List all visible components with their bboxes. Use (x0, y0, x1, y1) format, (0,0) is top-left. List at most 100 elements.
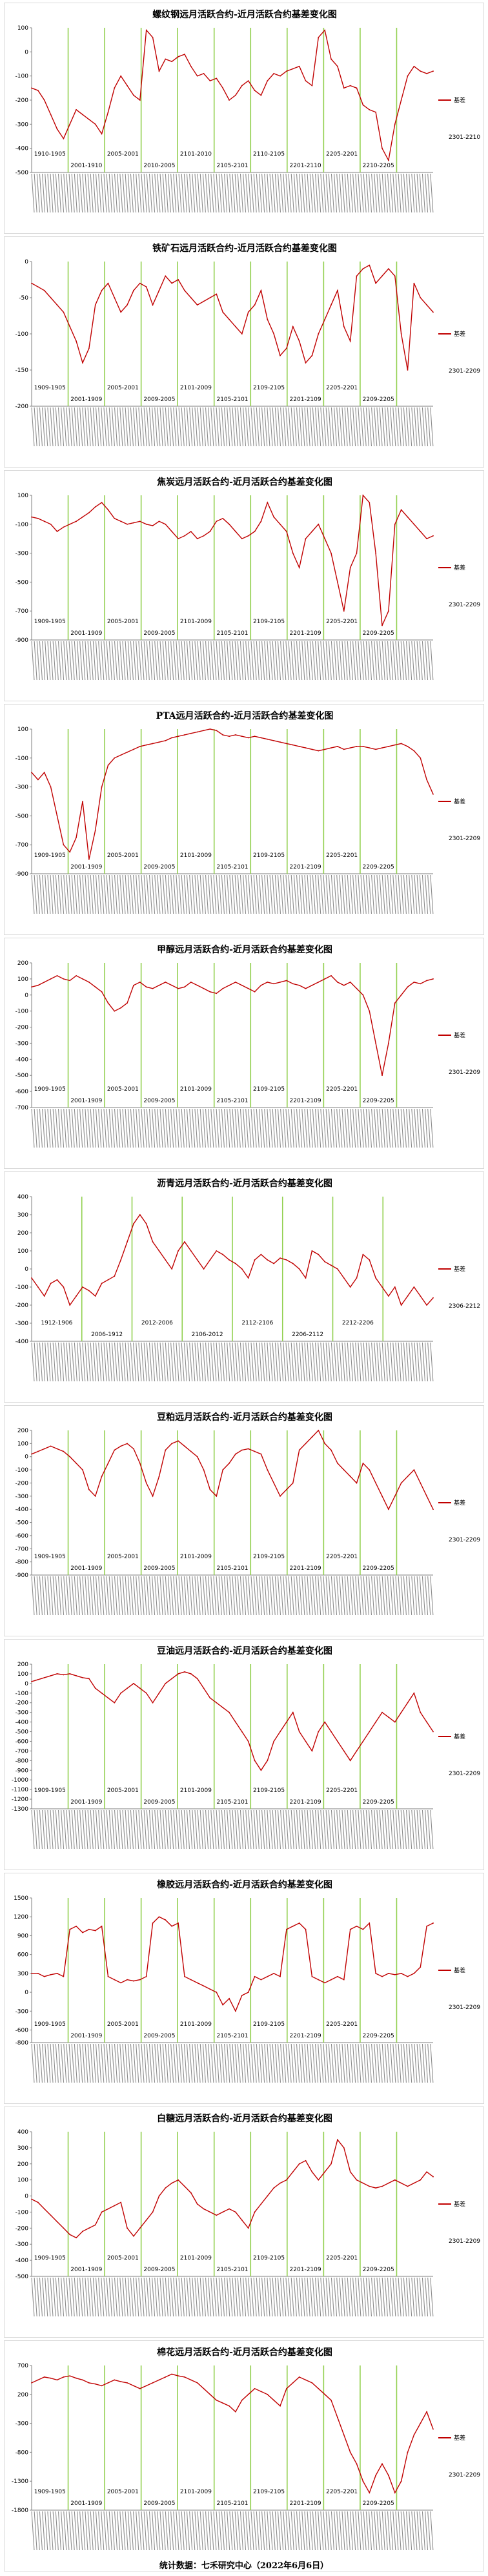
x-date-label (130, 2511, 134, 2551)
x-date-label (349, 407, 354, 447)
x-date-label-band (31, 1342, 434, 1382)
x-date-label (314, 1809, 319, 1850)
x-date-label (202, 1342, 206, 1382)
x-date-label (304, 1342, 308, 1382)
x-date-label (360, 2043, 364, 2083)
period-label: 2105-2101 (216, 2033, 248, 2039)
x-date-label (178, 1342, 182, 1382)
x-date-label (245, 1809, 249, 1850)
data-point (267, 1469, 269, 1470)
data-point (152, 743, 154, 745)
x-date-label (181, 874, 185, 914)
x-date-label (61, 2277, 65, 2317)
x-date-label (165, 641, 168, 681)
x-date-label (79, 2511, 83, 2551)
x-date-label (243, 1576, 247, 1616)
x-date-label (162, 1108, 166, 1148)
data-point (381, 275, 383, 277)
period-label: 2109-2105 (253, 619, 285, 625)
y-tick-label: -300 (15, 785, 29, 791)
data-point (356, 1925, 358, 1927)
period-label: 2209-2205 (363, 2267, 394, 2273)
x-date-label (98, 2511, 102, 2551)
data-point (94, 2383, 96, 2385)
x-date-label (42, 2277, 46, 2317)
x-date-label (374, 2043, 378, 2083)
x-date-label (197, 2511, 201, 2551)
data-point (101, 502, 103, 504)
x-date-label (63, 1809, 67, 1850)
x-date-label (34, 2511, 37, 2551)
x-date-label (314, 2277, 319, 2317)
x-date-label (288, 874, 292, 914)
x-date-label (103, 407, 107, 447)
x-date-label (95, 2043, 99, 2083)
x-date-label (339, 1576, 343, 1616)
x-date-label (45, 407, 48, 447)
x-date-label (398, 1576, 402, 1616)
x-date-label (194, 407, 198, 447)
data-point (330, 747, 332, 749)
x-date-label (360, 874, 364, 914)
x-date-label (95, 407, 99, 447)
data-point (286, 347, 287, 349)
data-point (63, 844, 65, 846)
x-date-label (61, 2043, 65, 2083)
series-line (32, 1916, 434, 2012)
x-date-label (414, 1576, 418, 1616)
x-date-label (130, 641, 134, 681)
x-date-label (101, 2277, 105, 2317)
x-date-label (194, 2277, 198, 2317)
data-point (432, 1922, 434, 1924)
x-date-label (272, 874, 276, 914)
x-date-label (55, 2277, 59, 2317)
data-point (50, 1973, 52, 1975)
x-date-label (208, 1108, 212, 1148)
x-date-label (181, 407, 185, 447)
period-label: 2209-2205 (363, 2500, 394, 2507)
x-date-label (183, 173, 187, 213)
x-date-label (136, 407, 139, 447)
x-date-label (336, 874, 340, 914)
x-date-label (299, 1576, 303, 1616)
x-date-label (181, 2511, 185, 2551)
data-point (420, 531, 422, 532)
x-date-label (368, 1108, 372, 1148)
x-date-label (267, 2511, 270, 2551)
data-point (337, 1463, 338, 1464)
x-date-label (176, 1809, 179, 1850)
x-date-label (148, 173, 153, 213)
data-point (400, 2182, 402, 2184)
data-point (337, 289, 338, 291)
data-point (63, 138, 65, 139)
x-date-label (79, 173, 83, 213)
x-date-label (323, 1108, 327, 1148)
x-date-label (336, 1108, 340, 1148)
data-point (292, 2382, 294, 2384)
x-date-label (159, 407, 163, 447)
x-date-label (392, 173, 396, 213)
x-date-label (336, 2043, 340, 2083)
x-date-label (352, 1342, 356, 1382)
x-date-label (90, 1809, 94, 1850)
x-date-label (117, 1809, 121, 1850)
chart-svg: 豆粕远月活跃合约-近月活跃合约基差变化图2001000-100-200-300-… (15, 1412, 480, 1616)
data-point (178, 538, 179, 540)
x-date-label (411, 2277, 415, 2317)
x-date-label (82, 2043, 86, 2083)
x-date-label (68, 1809, 72, 1850)
data-point (286, 1489, 287, 1490)
data-point (107, 2382, 109, 2384)
data-point (114, 297, 116, 298)
x-date-label (122, 1576, 126, 1616)
x-date-label (98, 173, 102, 213)
x-date-label (146, 1342, 150, 1382)
data-point (254, 531, 256, 532)
x-date-label (376, 641, 380, 681)
x-date-label (363, 1809, 367, 1850)
data-point (235, 734, 236, 736)
period-label: 2009-2005 (143, 2500, 175, 2507)
x-date-label-band (31, 2043, 434, 2083)
x-date-label (183, 1576, 187, 1616)
x-date-label (430, 407, 434, 447)
